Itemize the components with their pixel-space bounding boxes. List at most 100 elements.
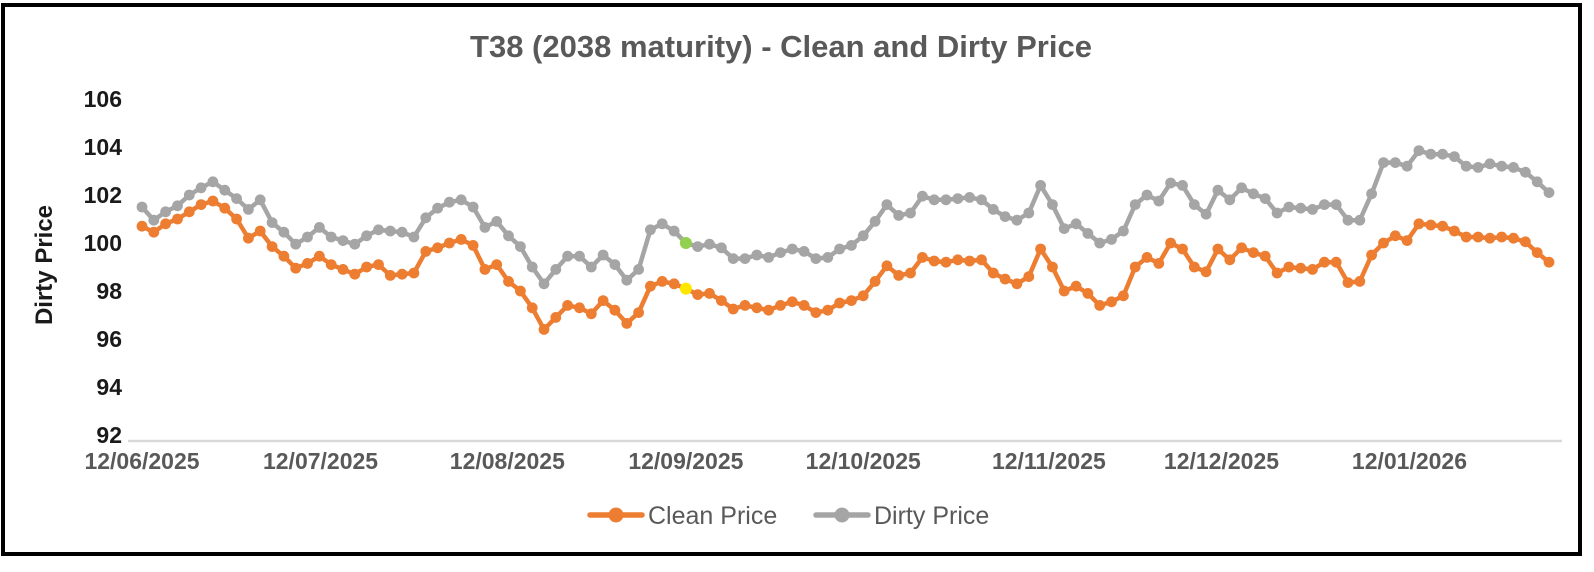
- data-point-marker: [455, 234, 467, 245]
- data-point-marker: [479, 264, 491, 275]
- data-point-marker: [491, 259, 503, 270]
- data-point-marker: [1460, 231, 1472, 243]
- data-point-marker: [917, 252, 928, 263]
- data-point-marker: [834, 243, 845, 255]
- data-point-marker: [656, 276, 668, 287]
- data-point-marker: [408, 267, 420, 279]
- data-point-marker: [231, 193, 243, 205]
- data-point-marker: [822, 252, 834, 263]
- data-point-marker: [1023, 271, 1035, 282]
- data-point-marker: [349, 268, 361, 280]
- data-point-marker: [775, 300, 786, 311]
- data-point-marker: [1484, 232, 1496, 244]
- data-point-marker: [976, 254, 987, 266]
- data-point-marker: [1035, 243, 1046, 255]
- y-tick-label: 104: [84, 134, 123, 160]
- data-point-marker: [538, 278, 550, 290]
- data-point-marker: [1496, 160, 1508, 172]
- data-point-marker: [384, 225, 396, 237]
- data-point-marker: [526, 302, 538, 314]
- data-point-marker: [1330, 256, 1342, 268]
- data-point-marker: [727, 303, 739, 315]
- data-point-marker: [1188, 261, 1200, 273]
- data-point-marker: [432, 202, 443, 214]
- data-point-marker: [1342, 277, 1354, 288]
- data-point-marker: [1058, 223, 1070, 235]
- data-point-marker: [337, 264, 349, 275]
- data-point-marker: [1389, 157, 1401, 169]
- legend-swatch-marker: [834, 507, 850, 523]
- data-point-marker: [751, 302, 763, 314]
- data-point-marker: [751, 249, 763, 261]
- data-point-marker: [349, 238, 361, 250]
- x-axis-tick-labels: 12/06/2025 12/07/2025 12/08/2025 12/09/2025…: [84, 448, 1467, 474]
- data-point-marker: [1437, 148, 1448, 160]
- data-point-marker: [987, 204, 999, 215]
- data-point-marker: [562, 300, 573, 311]
- data-point-marker: [1531, 247, 1543, 258]
- data-point-marker: [1508, 232, 1519, 244]
- data-point-marker: [479, 222, 491, 233]
- data-point-marker: [1389, 230, 1401, 242]
- data-point-marker: [585, 308, 597, 320]
- data-point-marker: [148, 214, 160, 226]
- data-point-marker: [526, 261, 538, 273]
- highlight-dirty-point: [679, 237, 692, 249]
- data-point-marker: [1283, 201, 1295, 213]
- data-point-marker: [1354, 214, 1366, 226]
- data-point-marker: [1047, 199, 1058, 211]
- data-point-marker: [1413, 145, 1425, 157]
- data-point-marker: [1307, 264, 1318, 275]
- data-point-marker: [1011, 214, 1023, 226]
- chart-title: T38 (2038 maturity) - Clean and Dirty Pr…: [470, 29, 1092, 64]
- legend-swatch-marker: [608, 507, 624, 523]
- data-point-marker: [1118, 290, 1129, 302]
- data-point-marker: [692, 241, 704, 253]
- data-point-marker: [1543, 187, 1555, 199]
- data-point-marker: [1106, 296, 1117, 308]
- data-point-marker: [1129, 261, 1141, 273]
- data-point-marker: [857, 290, 869, 302]
- data-point-marker: [940, 256, 952, 268]
- data-point-marker: [361, 261, 372, 273]
- data-point-marker: [633, 307, 644, 318]
- y-tick-label: 100: [84, 230, 122, 256]
- data-point-marker: [172, 213, 183, 225]
- data-point-marker: [999, 211, 1011, 223]
- data-point-marker: [1425, 219, 1437, 231]
- data-point-marker: [183, 189, 195, 201]
- data-point-marker: [1413, 218, 1425, 230]
- legend-item-label: Clean Price: [648, 502, 777, 530]
- data-point-marker: [1011, 278, 1023, 290]
- x-tick-label: 12/01/2026: [1352, 448, 1467, 474]
- data-point-marker: [1236, 182, 1247, 194]
- data-point-marker: [1472, 231, 1484, 243]
- y-tick-label: 96: [96, 326, 122, 352]
- data-point-marker: [574, 302, 585, 314]
- data-point-marker: [1141, 189, 1153, 201]
- data-point-marker: [1330, 199, 1342, 211]
- data-point-marker: [254, 194, 266, 206]
- data-point-marker: [1378, 157, 1389, 169]
- data-point-marker: [219, 184, 231, 196]
- x-tick-label: 12/08/2025: [450, 448, 565, 474]
- data-point-marker: [1508, 162, 1519, 173]
- data-point-marker: [621, 274, 633, 286]
- data-point-marker: [278, 226, 290, 238]
- data-point-marker: [266, 217, 278, 229]
- data-point-marker: [314, 250, 325, 262]
- x-tick-label: 12/11/2025: [992, 448, 1106, 474]
- data-point-marker: [1543, 256, 1555, 268]
- data-point-marker: [1047, 261, 1058, 273]
- data-point-marker: [1023, 207, 1035, 219]
- data-point-marker: [1129, 199, 1141, 211]
- data-point-marker: [869, 276, 881, 287]
- data-point-marker: [609, 304, 621, 316]
- data-point-marker: [597, 249, 609, 261]
- data-point-marker: [396, 268, 408, 280]
- data-point-marker: [384, 270, 396, 281]
- data-point-marker: [1200, 208, 1212, 220]
- data-point-marker: [857, 230, 869, 242]
